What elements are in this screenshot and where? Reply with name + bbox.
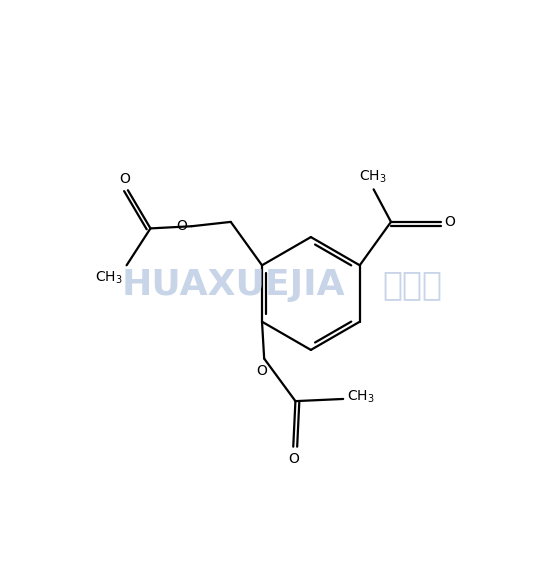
Text: O: O [445, 215, 455, 229]
Text: CH$_3$: CH$_3$ [347, 389, 374, 405]
Text: O: O [256, 364, 268, 378]
Text: CH$_3$: CH$_3$ [359, 169, 386, 185]
Text: HUAXUEJIA: HUAXUEJIA [122, 268, 346, 302]
Text: O: O [288, 452, 298, 466]
Text: CH$_3$: CH$_3$ [96, 270, 123, 286]
Text: O: O [176, 219, 188, 233]
Text: O: O [119, 172, 130, 186]
Text: 化学加: 化学加 [382, 268, 442, 301]
